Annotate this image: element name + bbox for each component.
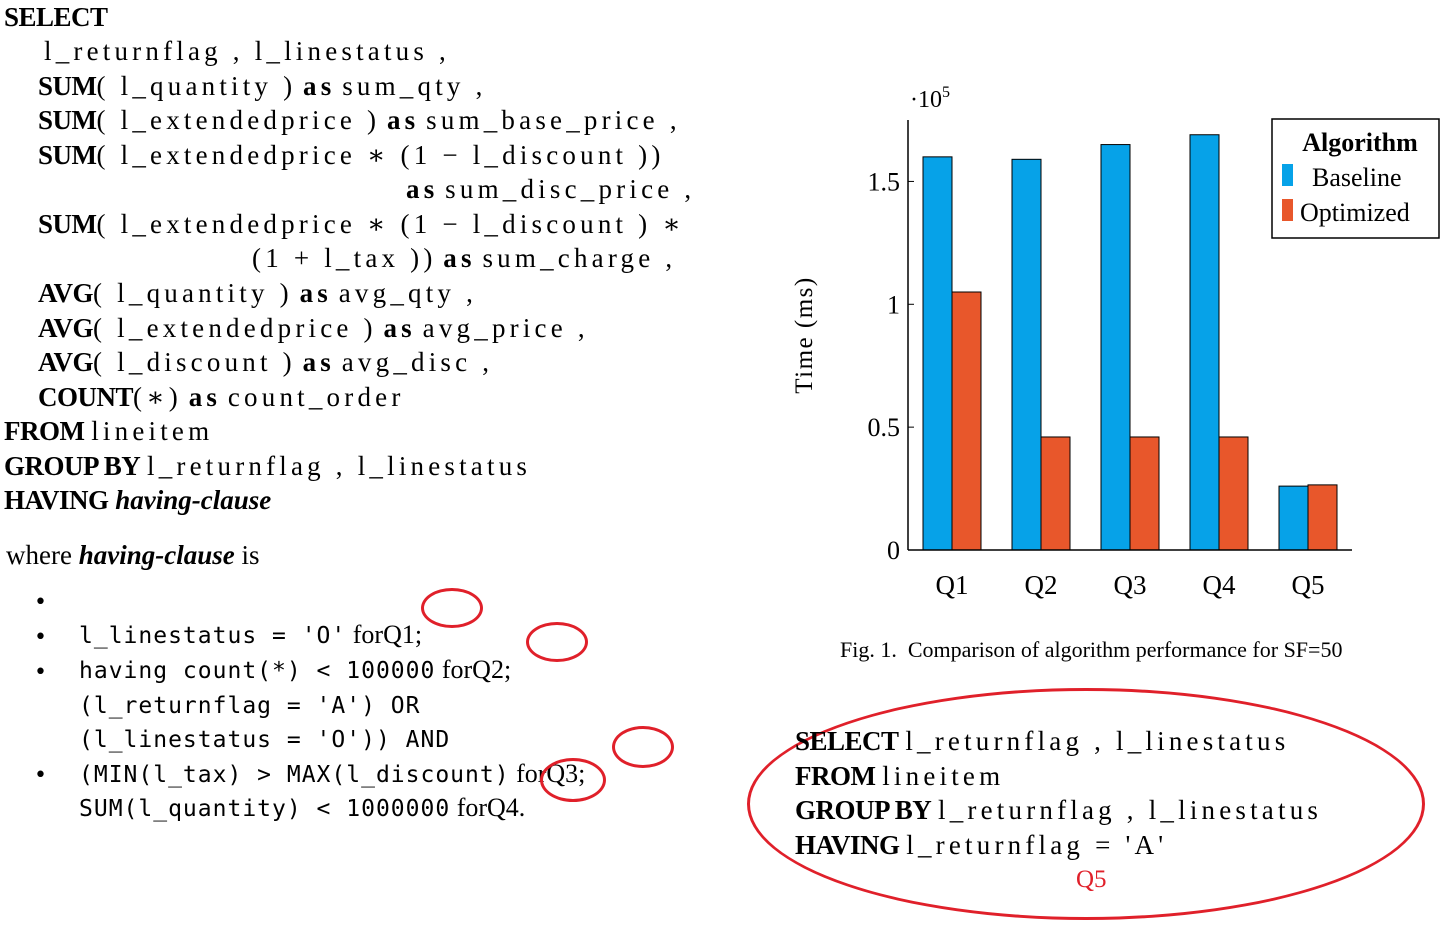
sql-line-columns: l_returnflag , l_linestatus , bbox=[44, 36, 450, 66]
bar-baseline-q2 bbox=[1011, 158, 1042, 551]
x-tick-label: Q3 bbox=[1114, 570, 1147, 600]
sql-line-avg-qty: AVG( l_quantity ) as avg_qty , bbox=[38, 278, 478, 308]
bar-optimized-q5 bbox=[1307, 484, 1338, 551]
q1-highlight-circle bbox=[421, 588, 483, 628]
q4-highlight-circle bbox=[540, 758, 606, 802]
q5-line-having: HAVING l_returnflag = 'A' bbox=[795, 830, 1168, 860]
y-tick-label: 0 bbox=[887, 536, 900, 565]
legend-swatch-optimized bbox=[1282, 199, 1293, 221]
q3-highlight-circle bbox=[612, 726, 674, 768]
sql-line-group-by: GROUP BY l_returnflag , l_linestatus bbox=[4, 451, 532, 481]
sql-line-sum-disc-b: as sum_disc_price , bbox=[406, 174, 696, 204]
bullet-q4: • SUM(l_quantity) < 1000000 forQ4. bbox=[34, 763, 526, 822]
x-tick-label: Q2 bbox=[1025, 570, 1058, 600]
sql-line-sum-disc-a: SUM( l_extendedprice ∗ (1 − l_discount )… bbox=[38, 140, 665, 170]
bar-optimized-q2 bbox=[1040, 436, 1071, 551]
x-tick-label: Q4 bbox=[1203, 570, 1236, 600]
legend-title: Algorithm bbox=[1302, 128, 1418, 157]
sql-line-avg-disc: AVG( l_discount ) as avg_disc , bbox=[38, 347, 494, 377]
bullet-q2: • having count(*) < 100000 forQ2; bbox=[34, 625, 512, 684]
y-scale-multiplier: ·105 bbox=[910, 84, 950, 113]
y-tick-label: 1 bbox=[887, 290, 900, 319]
legend-label-baseline: Baseline bbox=[1312, 163, 1402, 192]
x-tick-label: Q1 bbox=[936, 570, 969, 600]
sql-line-sum-charge-b: (1 + l_tax )) as sum_charge , bbox=[252, 243, 677, 273]
bar-baseline-q1 bbox=[922, 156, 953, 551]
sql-line-sum-charge-a: SUM( l_extendedprice ∗ (1 − l_discount )… bbox=[38, 209, 685, 239]
legend-swatch-baseline bbox=[1282, 164, 1293, 186]
sql-line-select: SELECT bbox=[4, 2, 108, 32]
bar-baseline-q4 bbox=[1189, 134, 1220, 551]
y-axis-label: Time (ms) bbox=[791, 276, 818, 393]
x-tick-label: Q5 bbox=[1292, 570, 1325, 600]
figure-caption: Fig. 1. Comparison of algorithm performa… bbox=[840, 637, 1343, 662]
bar-baseline-q3 bbox=[1100, 144, 1131, 551]
bar-optimized-q1 bbox=[951, 291, 982, 551]
sql-line-from: FROM lineitem bbox=[4, 416, 214, 446]
q5-label: Q5 bbox=[1076, 866, 1107, 893]
q2-highlight-circle bbox=[526, 622, 588, 662]
chart-legend: Algorithm Baseline Optimized bbox=[1271, 118, 1440, 239]
bullet-dot: • bbox=[34, 590, 47, 615]
sql-line-having: HAVING having-clause bbox=[4, 485, 272, 515]
bullet-q3-line1: • (l_returnflag = 'A') OR bbox=[34, 660, 421, 719]
bullet-q3-line2: (l_linestatus = 'O')) AND bbox=[79, 727, 451, 753]
performance-bar-chart: 0 0.5 1 1.5 Q1 Q2 Q3 Q4 Q5 ·105 Time (ms) Algor… bbox=[791, 84, 1440, 600]
y-tick-label: 1.5 bbox=[868, 167, 901, 196]
bullet-dot: • bbox=[34, 660, 47, 685]
q5-highlight-ellipse bbox=[747, 688, 1425, 920]
q5-line-group-by: GROUP BY l_returnflag , l_linestatus bbox=[795, 795, 1323, 825]
bar-baseline-q5 bbox=[1278, 485, 1309, 551]
legend-label-optimized: Optimized bbox=[1300, 198, 1410, 227]
sql-line-count: COUNT(∗) as count_order bbox=[38, 382, 405, 412]
q5-line-from: FROM lineitem bbox=[795, 761, 1005, 791]
bullet-dot: • bbox=[34, 625, 47, 650]
sql-line-sum-qty: SUM( l_quantity ) as sum_qty , bbox=[38, 71, 487, 101]
y-ticks-group: 0 0.5 1 1.5 bbox=[868, 167, 914, 565]
bar-optimized-q3 bbox=[1129, 436, 1160, 551]
y-tick-label: 0.5 bbox=[868, 413, 901, 442]
q5-line-select: SELECT l_returnflag , l_linestatus bbox=[795, 726, 1290, 756]
x-ticks-group: Q1 Q2 Q3 Q4 Q5 bbox=[936, 544, 1325, 600]
bullet-q3-line3: (MIN(l_tax) > MAX(l_discount) forQ3; bbox=[79, 759, 586, 788]
sql-line-avg-price: AVG( l_extendedprice ) as avg_price , bbox=[38, 313, 589, 343]
bar-optimized-q4 bbox=[1218, 436, 1249, 551]
sql-line-sum-base-price: SUM( l_extendedprice ) as sum_base_price… bbox=[38, 105, 681, 135]
legend-box bbox=[1271, 118, 1440, 239]
bullet-q1: • l_linestatus = 'O' forQ1; bbox=[34, 590, 423, 649]
where-clause-intro: where having-clause is bbox=[6, 540, 260, 570]
bullet-dot: • bbox=[34, 763, 47, 788]
